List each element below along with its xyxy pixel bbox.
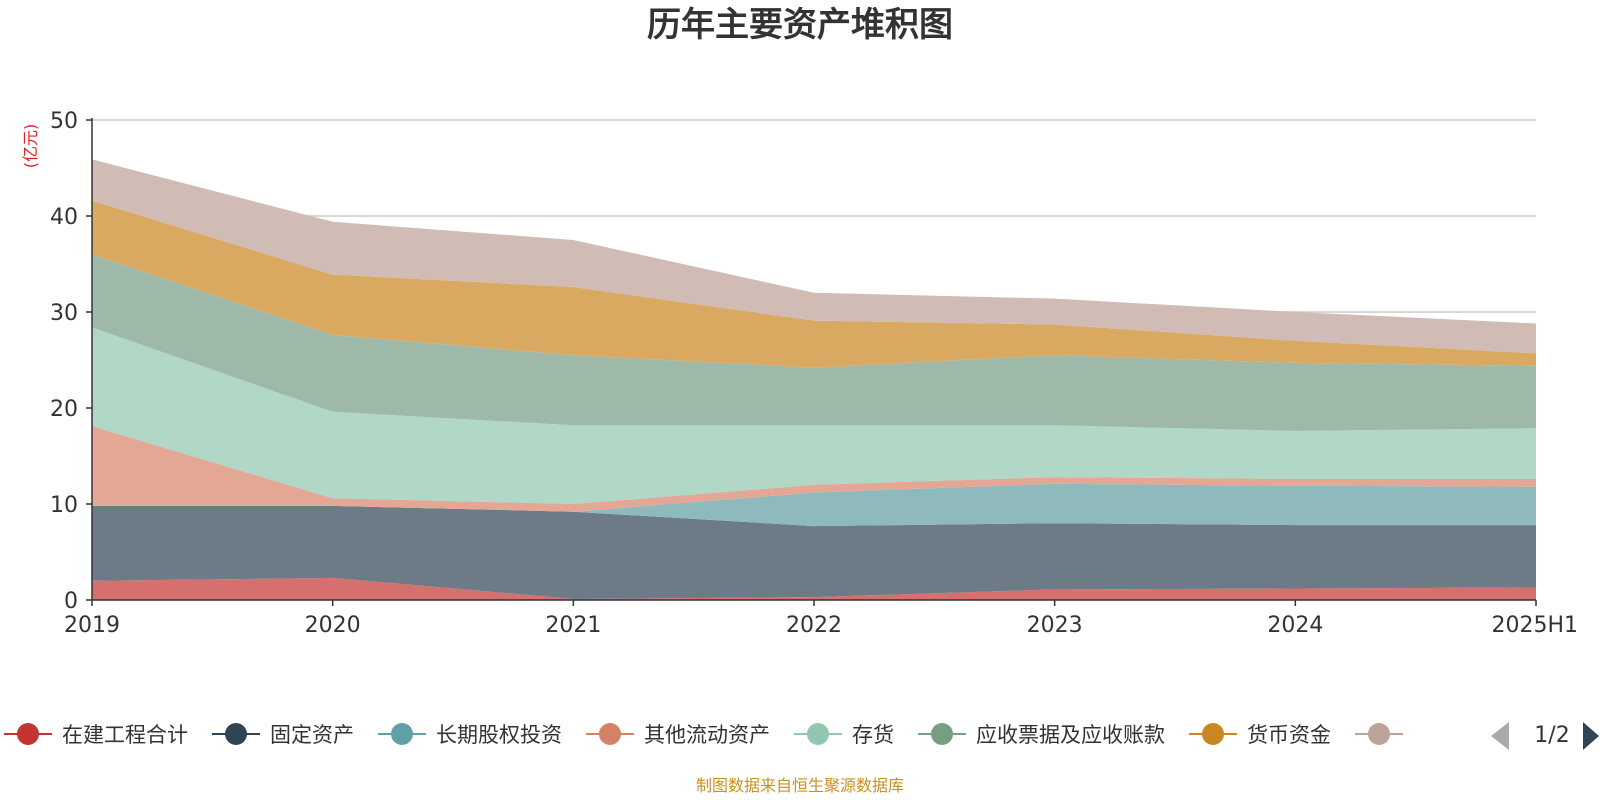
legend-marker (599, 723, 621, 745)
legend-item-2[interactable]: 固定资产 (212, 723, 354, 747)
legend-item-3[interactable]: 长期股权投资 (378, 723, 562, 747)
area-series-6 (92, 254, 1536, 431)
y-tick-label: 40 (50, 205, 78, 230)
legend-label: 存货 (852, 723, 894, 747)
legend-label: 固定资产 (270, 723, 354, 747)
triangle-left-icon[interactable] (1491, 722, 1509, 750)
legend-item-7[interactable]: 货币资金 (1189, 723, 1331, 747)
area-series-2 (92, 505, 1536, 599)
legend-label: 应收票据及应收账款 (976, 723, 1165, 747)
legend-marker (17, 723, 39, 745)
legend-item-8[interactable] (1355, 723, 1403, 745)
chart-title: 历年主要资产堆积图 (647, 5, 953, 45)
area-series-5 (92, 327, 1536, 504)
x-tick-label: 2025H1 (1491, 613, 1578, 638)
x-tick-label: 2024 (1267, 613, 1323, 638)
axes: 0 10 20 30 40 50 2019 2020 2021 2022 2023 2024 2025H… (50, 109, 1578, 638)
legend[interactable]: 在建工程合计 固定资产 长期股权投资 其他流动资产 存货 应收票据及应收账款 货币资金 1/2 (4, 716, 1600, 752)
legend-page-indicator: 1/2 (1534, 723, 1569, 748)
triangle-right-icon[interactable] (1583, 722, 1599, 750)
data-source-note: 制图数据来自恒生聚源数据库 (696, 776, 904, 795)
legend-label: 其他流动资产 (644, 723, 770, 747)
x-tick-label: 2020 (305, 613, 361, 638)
legend-marker (225, 723, 247, 745)
legend-label: 在建工程合计 (62, 723, 188, 747)
legend-marker (931, 723, 953, 745)
area-series-8 (92, 159, 1536, 354)
legend-item-5[interactable]: 存货 (794, 723, 894, 747)
legend-item-4[interactable]: 其他流动资产 (586, 723, 770, 747)
y-tick-label: 30 (50, 301, 78, 326)
legend-label: 长期股权投资 (436, 723, 562, 747)
legend-marker (391, 723, 413, 745)
area-series-3 (92, 483, 1536, 527)
x-tick-label: 2022 (786, 613, 842, 638)
x-tick-label: 2019 (64, 613, 120, 638)
legend-marker (807, 723, 829, 745)
x-tick-label: 2023 (1027, 613, 1083, 638)
legend-item-1[interactable]: 在建工程合计 (4, 723, 188, 747)
legend-marker (1202, 723, 1224, 745)
y-tick-label: 20 (50, 397, 78, 422)
legend-label: 货币资金 (1247, 723, 1331, 747)
y-axis-unit: (亿元) (21, 124, 40, 169)
area-series-7 (92, 200, 1536, 368)
legend-item-6[interactable]: 应收票据及应收账款 (918, 723, 1165, 747)
y-tick-label: 0 (64, 589, 78, 614)
x-tick-label: 2021 (545, 613, 601, 638)
area-series (92, 159, 1536, 600)
y-tick-label: 50 (50, 109, 78, 134)
legend-marker (1368, 723, 1390, 745)
area-series-4 (92, 426, 1536, 512)
y-tick-label: 10 (50, 493, 78, 518)
area-series-1 (92, 577, 1536, 600)
